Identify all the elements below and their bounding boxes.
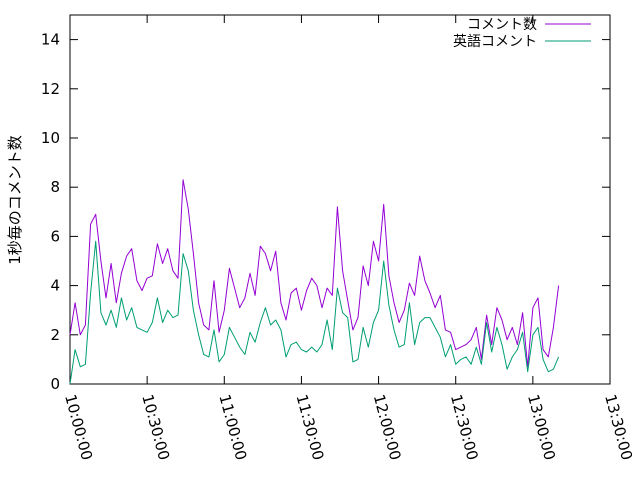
y-tick-label: 8 [50, 178, 60, 196]
x-tick-label: 13:30:00 [601, 392, 636, 462]
x-tick-label: 10:30:00 [138, 392, 173, 462]
plot-frame [69, 14, 611, 385]
x-tick-label: 11:30:00 [293, 392, 328, 462]
y-tick-label: 12 [41, 80, 60, 98]
series-layer [69, 179, 560, 385]
x-tick-label: 12:30:00 [447, 392, 482, 462]
plot-border [69, 14, 611, 385]
legend-label-1: コメント数 [467, 17, 537, 33]
y-tick-label: 0 [50, 375, 60, 393]
y-tick-label: 2 [50, 326, 60, 344]
legend-label-2: 英語コメント [453, 33, 537, 50]
series-line-1 [69, 179, 560, 368]
y-tick-label: 10 [41, 129, 60, 147]
y-tick-label: 6 [50, 227, 60, 245]
y-tick-label: 4 [50, 277, 60, 295]
x-axis: 10:00:00 10:30:00 11:00:00 11:30:00 12:00:00… [61, 15, 636, 462]
x-tick-label: 12:00:00 [370, 392, 405, 462]
x-tick-label: 10:00:00 [61, 392, 96, 462]
y-axis-title: 1秒毎のコメント数 [6, 135, 24, 265]
y-axis: 0 2 4 6 8 10 12 14 [41, 31, 610, 393]
x-tick-label: 13:00:00 [524, 392, 559, 462]
series-line-2 [69, 240, 560, 385]
x-tick-label: 11:00:00 [215, 392, 250, 462]
y-tick-label: 14 [41, 31, 60, 49]
